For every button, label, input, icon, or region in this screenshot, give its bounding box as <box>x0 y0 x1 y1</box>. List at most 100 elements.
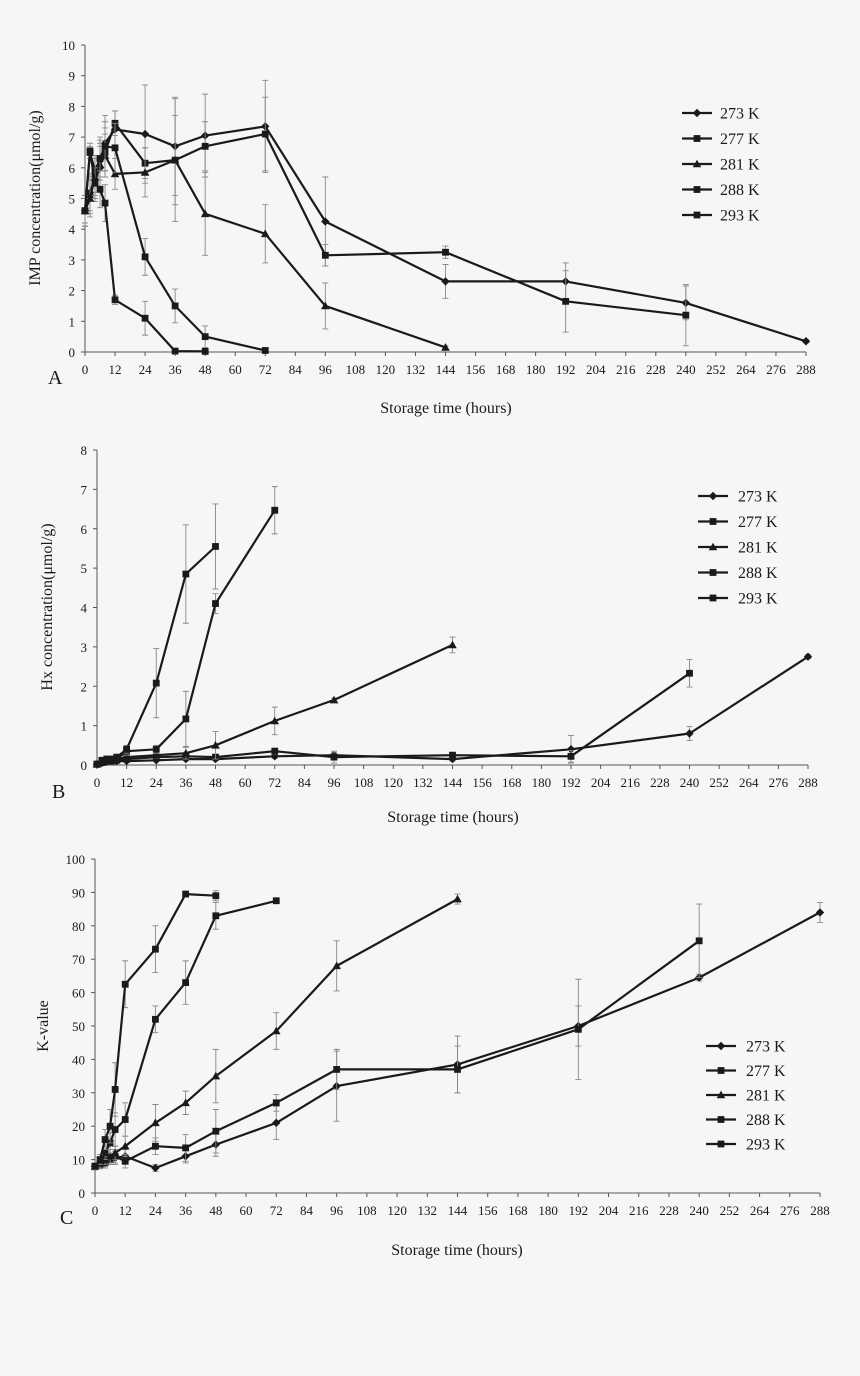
x-tick-label: 252 <box>709 775 729 790</box>
x-tick-label: 108 <box>346 362 366 377</box>
y-tick-label: 0 <box>81 758 88 773</box>
x-tick-label: 12 <box>120 775 133 790</box>
x-tick-label: 204 <box>599 1203 619 1218</box>
legend-label: 293 K <box>746 1137 786 1154</box>
x-tick-label: 168 <box>496 362 516 377</box>
legend-label: 273 K <box>738 489 778 506</box>
x-tick-label: 72 <box>268 775 281 790</box>
x-tick-label: 288 <box>798 775 818 790</box>
x-tick-label: 84 <box>300 1203 314 1218</box>
data-point <box>201 347 209 355</box>
legend-entry: 277 K <box>706 1063 786 1080</box>
data-point <box>121 1116 129 1123</box>
data-point <box>448 640 457 649</box>
x-tick-label: 72 <box>270 1203 283 1218</box>
legend-entry: 273 K <box>706 1039 786 1056</box>
data-point <box>152 945 159 953</box>
data-point <box>140 168 150 176</box>
x-tick-label: 48 <box>209 1203 222 1218</box>
panel-letter: B <box>52 781 65 803</box>
data-point <box>93 760 101 768</box>
x-tick-label: 216 <box>629 1203 649 1218</box>
legend-label: 273 K <box>746 1039 786 1056</box>
data-point <box>181 1098 190 1107</box>
series-277k <box>91 903 703 1171</box>
x-tick-label: 204 <box>586 362 606 377</box>
legend-entry: 293 K <box>682 208 760 225</box>
data-point <box>212 1127 220 1135</box>
legend-marker <box>693 211 701 219</box>
data-point <box>272 1099 280 1107</box>
data-point <box>271 1026 281 1035</box>
x-axis-label: Storage time (hours) <box>387 809 519 826</box>
data-point <box>86 147 94 155</box>
legend-label: 277 K <box>738 514 778 531</box>
series-273k <box>90 901 825 1173</box>
x-tick-label: 60 <box>240 1203 253 1218</box>
data-point <box>105 1151 115 1160</box>
data-point <box>212 912 220 920</box>
data-point <box>181 748 191 757</box>
y-tick-label: 70 <box>72 952 85 967</box>
y-tick-label: 1 <box>69 314 76 329</box>
x-tick-label: 192 <box>561 775 581 790</box>
panel-b-chart: 0 12 24 36 48 60 72 84 96 108 120 132 144 156 168 180 19… <box>39 443 818 826</box>
x-tick-label: 156 <box>478 1203 498 1218</box>
x-tick-label: 264 <box>750 1203 770 1218</box>
series-293k <box>81 142 209 355</box>
x-tick-label: 24 <box>139 362 153 377</box>
legend-marker <box>709 594 717 602</box>
data-point <box>441 343 450 351</box>
legend-label: 277 K <box>746 1063 786 1080</box>
legend-entry: 273 K <box>682 106 760 123</box>
legend-marker <box>716 1090 726 1099</box>
y-tick-label: 8 <box>81 443 88 458</box>
legend-marker <box>692 159 702 168</box>
data-point <box>321 217 330 226</box>
y-tick-label: 100 <box>66 852 86 867</box>
series-273k <box>92 652 813 769</box>
y-tick-label: 2 <box>81 679 88 694</box>
data-point <box>201 142 209 150</box>
x-tick-label: 240 <box>680 775 700 790</box>
panel-letter: A <box>48 367 63 389</box>
legend-entry: 293 K <box>698 591 778 608</box>
data-point <box>123 745 131 753</box>
data-point <box>111 144 119 152</box>
data-point <box>152 745 160 753</box>
y-tick-label: 3 <box>69 253 76 268</box>
legend-entry: 281 K <box>698 540 778 557</box>
legend-label: 293 K <box>738 591 778 608</box>
legend-marker <box>717 1140 725 1148</box>
legend-label: 288 K <box>720 182 760 199</box>
data-point <box>182 715 190 723</box>
y-tick-label: 10 <box>72 1153 85 1168</box>
series-line <box>94 899 277 1168</box>
x-tick-label: 180 <box>526 362 546 377</box>
data-point <box>815 908 825 917</box>
data-point <box>103 755 111 763</box>
data-point <box>182 570 190 578</box>
legend-label: 288 K <box>746 1112 786 1129</box>
x-axis-label: Storage time (hours) <box>380 400 512 417</box>
data-point <box>272 1118 281 1128</box>
data-point <box>211 1071 221 1080</box>
x-tick-label: 252 <box>706 362 726 377</box>
legend-marker <box>708 491 718 501</box>
x-tick-label: 180 <box>538 1203 558 1218</box>
panel-letter: C <box>60 1207 73 1229</box>
data-point <box>562 297 570 305</box>
y-tick-label: 90 <box>72 885 85 900</box>
y-tick-label: 6 <box>81 522 88 537</box>
x-tick-label: 120 <box>387 1203 407 1218</box>
y-tick-label: 4 <box>69 222 76 237</box>
data-point <box>101 142 109 150</box>
y-tick-label: 10 <box>62 38 75 53</box>
legend-entry: 288 K <box>698 565 778 582</box>
x-tick-label: 12 <box>109 362 122 377</box>
data-point <box>120 1141 130 1150</box>
data-point <box>182 890 190 898</box>
y-tick-label: 5 <box>69 192 76 207</box>
legend-label: 293 K <box>720 208 760 225</box>
y-tick-label: 4 <box>81 601 88 616</box>
